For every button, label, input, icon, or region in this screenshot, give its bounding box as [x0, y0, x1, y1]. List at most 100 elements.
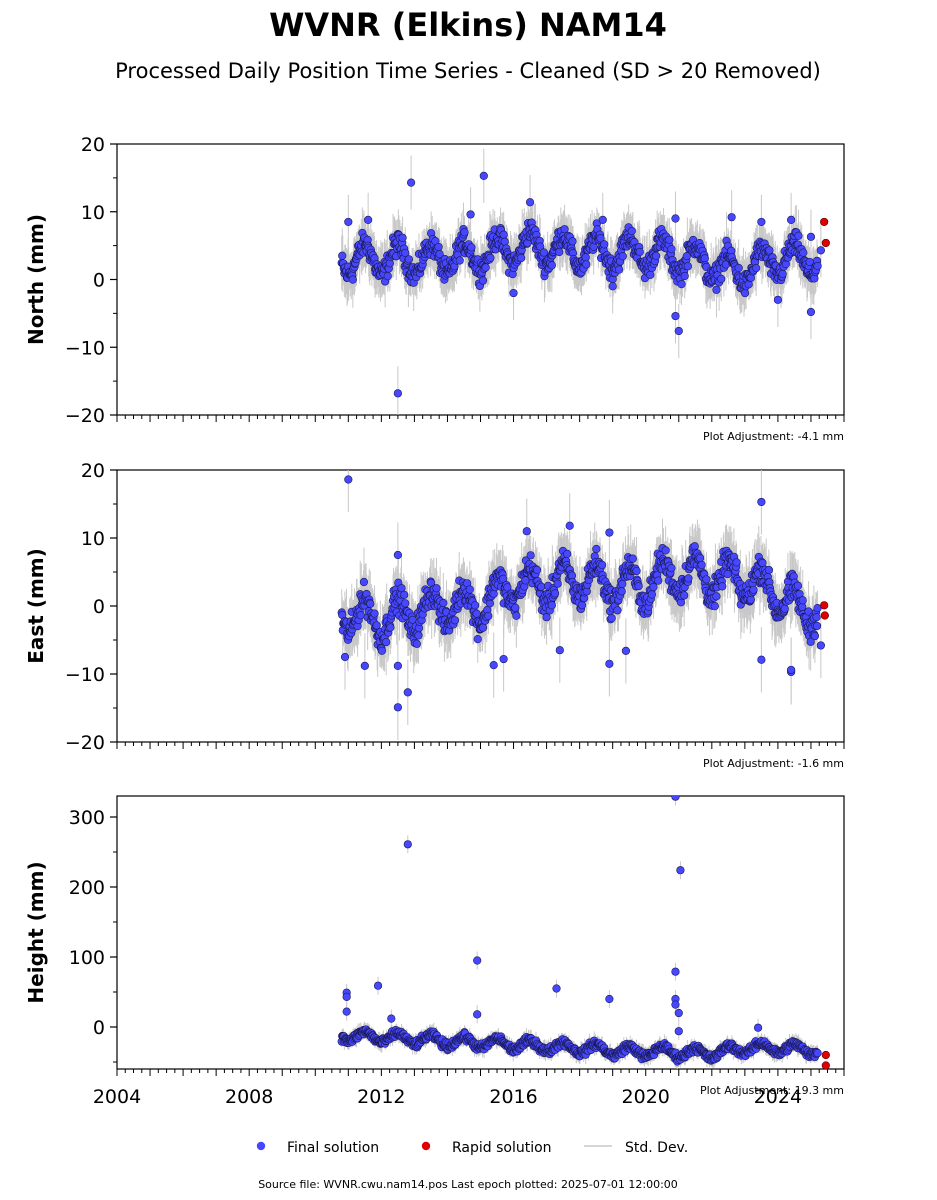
height-xtick-label: 2024 [754, 1086, 802, 1108]
east-panel: 20 10 0 −10 −20 East (mm) Plot Adjustment: -1.… [24, 460, 845, 770]
east-final-outlier [403, 688, 412, 697]
east-final-point [577, 601, 587, 610]
east-final-point [511, 603, 520, 612]
north-final-point [665, 235, 674, 244]
east-final-point [697, 560, 706, 569]
north-plot-area [337, 148, 830, 415]
east-final-point [749, 585, 758, 594]
east-final-point [780, 604, 789, 613]
east-final-point [732, 558, 741, 567]
east-final-outlier [787, 665, 796, 675]
chart-subtitle: Processed Daily Position Time Series - C… [115, 59, 821, 83]
north-panel: 20 10 0 −10 −20 North (mm) Plot Adjustment: -4… [24, 134, 845, 443]
height-axes-frame [116, 795, 845, 1070]
east-ytick-label: 20 [81, 460, 105, 482]
east-final-point [812, 613, 821, 622]
east-final-outlier [489, 661, 498, 670]
east-final-point [812, 621, 822, 631]
east-final-point [628, 554, 637, 563]
height-xtick-label: 2020 [622, 1086, 670, 1108]
height-ytick-label: 0 [93, 1017, 105, 1039]
east-final-point [553, 579, 562, 588]
north-final-outlier [806, 307, 816, 317]
north-final-point [467, 243, 476, 252]
east-final-point [473, 634, 482, 644]
north-final-outlier [364, 215, 373, 224]
north-final-point [568, 237, 577, 246]
north-final-point [383, 272, 392, 281]
north-final-point [481, 263, 490, 272]
north-final-point [734, 263, 743, 273]
north-final-point [765, 246, 774, 255]
east-final-outlier [565, 521, 574, 530]
height-ytick-label: 200 [69, 877, 105, 899]
height-xtick-label: 2016 [489, 1086, 537, 1108]
east-final-point [718, 582, 727, 591]
north-final-outlier [757, 217, 766, 227]
east-final-point [366, 599, 375, 608]
east-final-point [550, 589, 560, 598]
east-final-point [532, 565, 542, 574]
east-final-point [661, 546, 670, 555]
north-final-point [555, 247, 564, 257]
north-final-outlier [608, 282, 617, 291]
north-rapid-point [821, 238, 830, 248]
north-final-outlier [671, 214, 680, 223]
east-final-point [798, 596, 807, 605]
north-final-outlier [806, 232, 816, 241]
east-final-outlier [621, 646, 631, 655]
north-final-point [499, 230, 508, 239]
height-ytick-label: 300 [69, 807, 105, 829]
east-final-point [680, 591, 689, 600]
east-final-point [695, 553, 705, 563]
north-plot-adjustment: Plot Adjustment: -4.1 mm [703, 430, 844, 443]
east-final-point [489, 589, 498, 598]
north-final-outlier [671, 311, 680, 321]
east-final-point [547, 601, 556, 610]
east-final-point [386, 623, 395, 632]
east-final-point [618, 579, 627, 589]
north-final-point [652, 251, 661, 260]
east-final-point [667, 564, 676, 573]
east-final-outlier [522, 527, 531, 536]
north-final-point [434, 242, 443, 252]
height-panel: 300 200 100 0 2004 2008 2012 2016 2020 2024 Height… [24, 795, 845, 1108]
east-final-outlier [393, 550, 402, 560]
north-final-point [680, 271, 689, 281]
east-final-point [401, 599, 410, 608]
east-final-point [712, 592, 721, 601]
north-ytick-label: 10 [81, 202, 105, 224]
north-final-outlier [344, 217, 353, 227]
north-ytick-label: −20 [65, 405, 105, 427]
north-final-outlier [393, 389, 402, 398]
north-final-outlier [773, 295, 783, 304]
east-final-point [450, 616, 460, 625]
north-final-point [596, 234, 605, 243]
east-final-outlier [757, 655, 766, 664]
north-final-point [682, 252, 691, 261]
north-final-point [401, 248, 410, 258]
north-final-point [460, 228, 469, 237]
east-final-point [607, 613, 616, 623]
east-final-point [632, 566, 641, 576]
east-ytick-label: 10 [81, 528, 105, 550]
north-final-outlier [407, 178, 416, 187]
north-final-point [404, 255, 414, 264]
height-xtick-label: 2012 [357, 1086, 405, 1108]
east-final-point [710, 602, 719, 611]
east-final-point [592, 544, 601, 554]
north-final-point [813, 261, 822, 271]
east-final-outlier [605, 528, 614, 537]
east-final-point [684, 574, 693, 583]
east-final-point [764, 565, 773, 575]
east-final-point [512, 611, 521, 620]
north-final-outlier [816, 246, 825, 255]
height-xtick-label: 2008 [225, 1086, 273, 1108]
east-final-point [400, 590, 409, 599]
height-ylabel: Height (mm) [24, 861, 48, 1003]
east-final-point [649, 582, 658, 592]
north-final-point [778, 269, 787, 279]
east-final-point [382, 638, 391, 647]
height-plot-area [337, 796, 830, 1069]
